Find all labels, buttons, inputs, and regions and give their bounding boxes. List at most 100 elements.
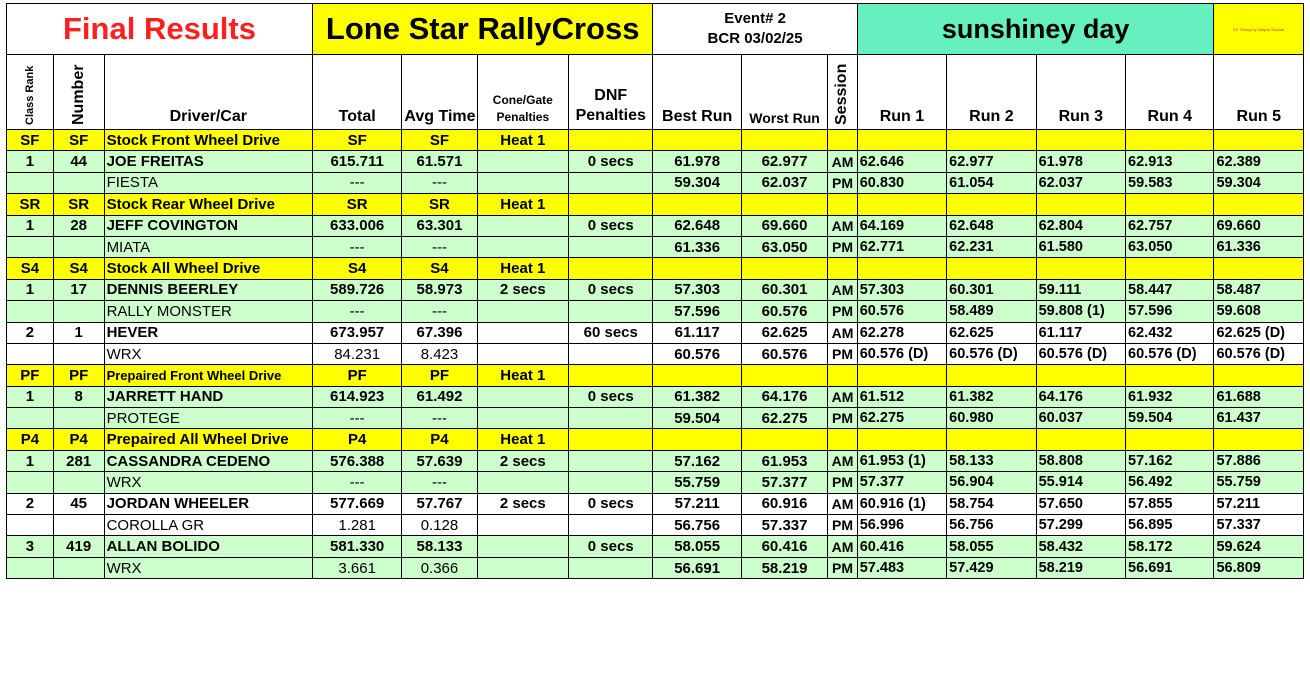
cell-run-1: 62.771 bbox=[856, 235, 948, 259]
cell-driver-car: Stock Rear Wheel Drive bbox=[103, 193, 313, 216]
cell-run-2: 57.429 bbox=[946, 556, 1037, 580]
cell-session bbox=[827, 128, 858, 152]
cell-avg-time: 63.301 bbox=[401, 214, 478, 237]
cell-run-1: 62.275 bbox=[856, 407, 948, 430]
cell-class-rank bbox=[6, 514, 54, 537]
cell-driver-car: FIESTA bbox=[103, 171, 313, 195]
cell-best-run: 57.596 bbox=[652, 300, 742, 323]
cell-cone-gate bbox=[476, 342, 570, 366]
cell-avg-time: --- bbox=[401, 300, 478, 323]
cell-run-4: 63.050 bbox=[1125, 235, 1215, 259]
cell-run-4: 56.691 bbox=[1125, 556, 1215, 580]
cell-total: 581.330 bbox=[311, 535, 403, 558]
cell-run-5: 57.337 bbox=[1213, 514, 1304, 537]
col-run-2: Run 2 bbox=[946, 54, 1037, 130]
result-row: RALLY MONSTER --- --- 57.596 60.576 PM 60.576 5… bbox=[6, 300, 1304, 323]
col-run-3: Run 3 bbox=[1035, 54, 1127, 130]
cell-session: AM bbox=[827, 385, 858, 409]
result-row: WRX 3.661 0.366 56.691 58.219 PM 57.483 57.429 5… bbox=[6, 556, 1304, 580]
cell-session bbox=[827, 364, 858, 387]
weather-label: sunshiney day bbox=[856, 3, 1215, 55]
cell-best-run: 57.303 bbox=[652, 278, 742, 302]
cell-best-run: 57.162 bbox=[652, 449, 742, 473]
cell-total: 84.231 bbox=[311, 342, 403, 366]
cell-class-rank: PF bbox=[6, 364, 54, 387]
cell-run-5: 56.809 bbox=[1213, 556, 1304, 580]
cell-number bbox=[52, 556, 105, 580]
cell-run-5: 59.624 bbox=[1213, 535, 1304, 558]
cell-class-rank bbox=[6, 556, 54, 580]
cell-best-run: 61.978 bbox=[652, 150, 742, 173]
cell-run-3: 57.650 bbox=[1035, 492, 1127, 516]
cell-class-rank bbox=[6, 407, 54, 430]
result-row: 2 1 HEVER 673.957 67.396 60 secs 61.117 62.625 A… bbox=[6, 321, 1304, 344]
cell-run-5: 59.304 bbox=[1213, 171, 1304, 195]
cell-total: 614.923 bbox=[311, 385, 403, 409]
cell-run-2: 56.904 bbox=[946, 471, 1037, 494]
cell-total: SF bbox=[311, 128, 403, 152]
cell-worst-run: 60.576 bbox=[740, 300, 829, 323]
cell-run-4 bbox=[1125, 257, 1215, 280]
cell-session: PM bbox=[827, 407, 858, 430]
result-row: WRX 84.231 8.423 60.576 60.576 PM 60.576 (D) 60… bbox=[6, 342, 1304, 366]
cell-cone-gate bbox=[476, 471, 570, 494]
cell-dnf: 0 secs bbox=[568, 214, 654, 237]
col-avg-time: Avg Time bbox=[401, 54, 478, 130]
cell-best-run: 61.117 bbox=[652, 321, 742, 344]
result-row: 2 45 JORDAN WHEELER 577.669 57.767 2 secs 0 se… bbox=[6, 492, 1304, 516]
cell-best-run: 61.336 bbox=[652, 235, 742, 259]
cell-avg-time: PF bbox=[401, 364, 478, 387]
result-row: 1 281 CASSANDRA CEDENO 576.388 57.639 2 secs 5… bbox=[6, 449, 1304, 473]
result-row: 3 419 ALLAN BOLIDO 581.330 58.133 0 secs 58.05… bbox=[6, 535, 1304, 558]
cell-total: P4 bbox=[311, 428, 403, 451]
cell-total: 577.669 bbox=[311, 492, 403, 516]
cell-worst-run: 60.301 bbox=[740, 278, 829, 302]
cell-number bbox=[52, 300, 105, 323]
cell-number: SF bbox=[52, 128, 105, 152]
cell-avg-time: SR bbox=[401, 193, 478, 216]
cell-avg-time: 67.396 bbox=[401, 321, 478, 344]
cell-driver-car: COROLLA GR bbox=[103, 514, 313, 537]
cell-dnf: 0 secs bbox=[568, 150, 654, 173]
cell-total: 3.661 bbox=[311, 556, 403, 580]
cell-worst-run: 64.176 bbox=[740, 385, 829, 409]
cell-best-run bbox=[652, 257, 742, 280]
cell-number: 1 bbox=[52, 321, 105, 344]
cell-avg-time: --- bbox=[401, 235, 478, 259]
cell-run-2: 58.489 bbox=[946, 300, 1037, 323]
cell-cone-gate: Heat 1 bbox=[476, 428, 570, 451]
cell-total: 615.711 bbox=[311, 150, 403, 173]
cell-dnf bbox=[568, 449, 654, 473]
cell-cone-gate: 2 secs bbox=[476, 278, 570, 302]
cell-total: --- bbox=[311, 171, 403, 195]
cell-cone-gate bbox=[476, 556, 570, 580]
cell-cone-gate: Heat 1 bbox=[476, 257, 570, 280]
col-run-5: Run 5 bbox=[1213, 54, 1304, 130]
cell-run-5 bbox=[1213, 428, 1304, 451]
cell-number: P4 bbox=[52, 428, 105, 451]
cell-total: 576.388 bbox=[311, 449, 403, 473]
cell-dnf bbox=[568, 257, 654, 280]
cell-dnf bbox=[568, 300, 654, 323]
results-body: SF SF Stock Front Wheel Drive SF SF Heat 1 1 44… bbox=[6, 128, 1304, 580]
cell-worst-run: 62.625 bbox=[740, 321, 829, 344]
cell-best-run: 60.576 bbox=[652, 342, 742, 366]
cell-worst-run: 60.576 bbox=[740, 342, 829, 366]
cell-run-3: 57.299 bbox=[1035, 514, 1127, 537]
cell-driver-car: Stock All Wheel Drive bbox=[103, 257, 313, 280]
cell-run-1 bbox=[856, 193, 948, 216]
cell-number: 45 bbox=[52, 492, 105, 516]
cell-cone-gate bbox=[476, 214, 570, 237]
cell-total: SR bbox=[311, 193, 403, 216]
cell-dnf bbox=[568, 235, 654, 259]
cell-run-2: 60.301 bbox=[946, 278, 1037, 302]
cell-driver-car: CASSANDRA CEDENO bbox=[103, 449, 313, 473]
cell-driver-car: WRX bbox=[103, 556, 313, 580]
cell-run-4: 59.583 bbox=[1125, 171, 1215, 195]
cell-run-4: 57.596 bbox=[1125, 300, 1215, 323]
cell-run-1: 60.416 bbox=[856, 535, 948, 558]
cell-session: PM bbox=[827, 514, 858, 537]
cell-total: --- bbox=[311, 235, 403, 259]
cell-session: AM bbox=[827, 150, 858, 173]
cell-run-1: 56.996 bbox=[856, 514, 948, 537]
